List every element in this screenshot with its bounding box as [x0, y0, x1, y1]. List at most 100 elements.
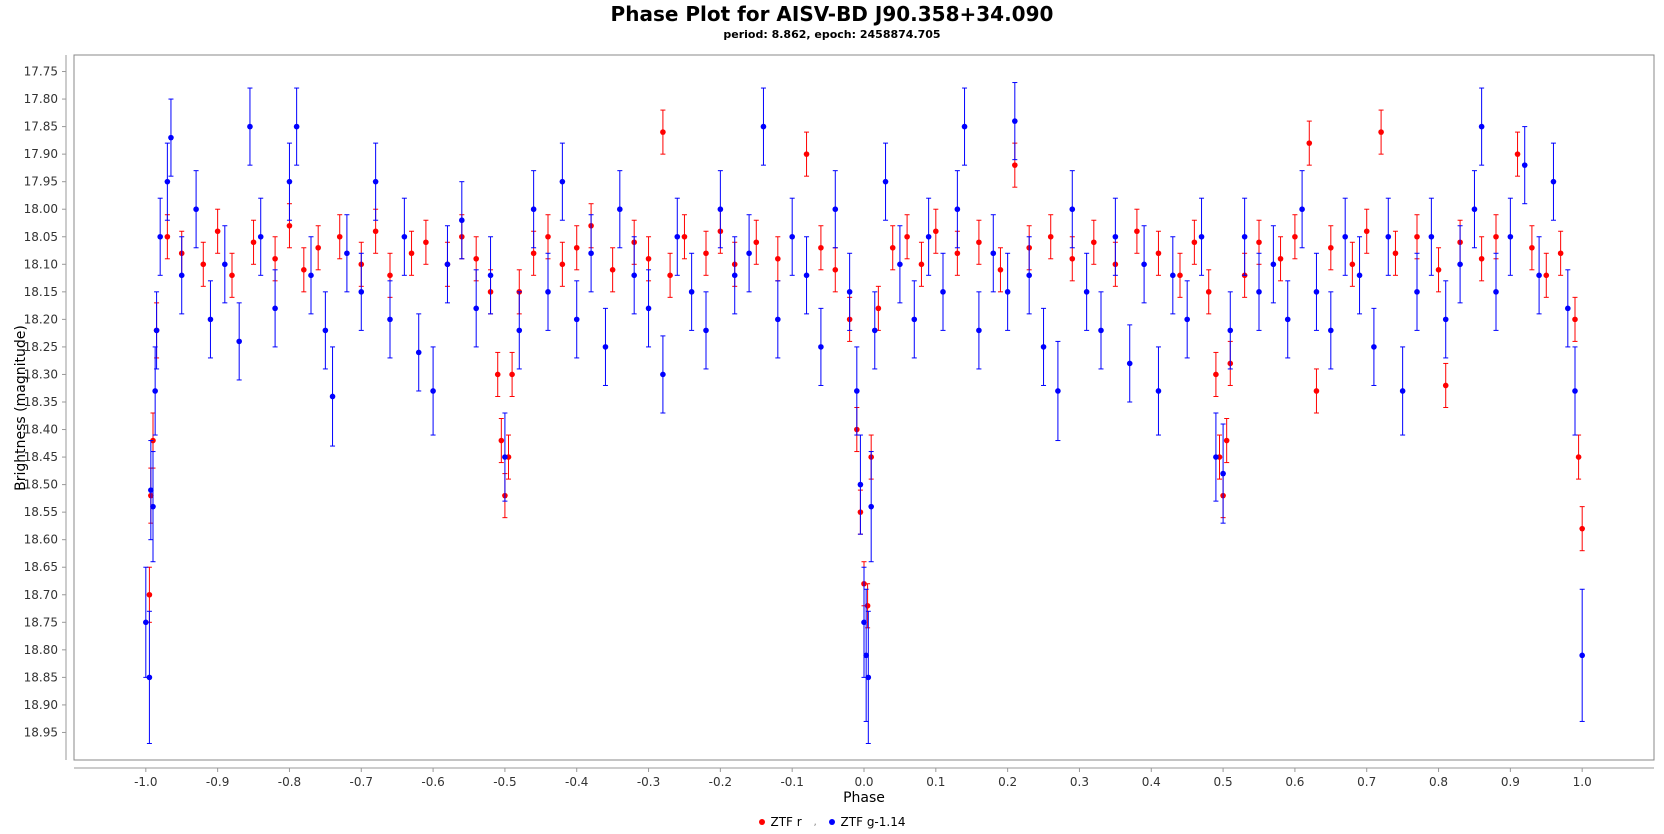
y-tick-label: 18.25 [24, 340, 58, 354]
y-tick-label: 18.35 [24, 395, 58, 409]
data-point [1205, 289, 1212, 295]
data-point [1572, 388, 1578, 394]
data-point [818, 344, 824, 350]
data-point [146, 591, 153, 598]
data-point [925, 233, 932, 240]
data-point [530, 250, 537, 257]
data-point [1529, 244, 1535, 251]
y-axis-label: Brightness (magnitude) [13, 325, 29, 491]
data-point [1299, 206, 1305, 213]
data-point [1069, 255, 1076, 262]
data-point [1313, 388, 1320, 394]
data-point [236, 338, 242, 345]
y-tick-label: 18.70 [24, 588, 58, 602]
data-point [1091, 239, 1097, 246]
data-point [609, 267, 616, 273]
y-tick-label: 18.45 [24, 450, 58, 464]
x-tick-label: 0.1 [926, 775, 945, 789]
chart-subtitle: period: 8.862, epoch: 2458874.705 [723, 28, 941, 41]
data-point [717, 206, 724, 213]
y-tick-label: 18.60 [24, 533, 58, 547]
y-tick-label: 18.40 [24, 423, 58, 437]
y-tick-label: 18.75 [24, 615, 58, 629]
data-point [1392, 250, 1399, 257]
data-point [1112, 233, 1119, 240]
data-point [415, 349, 422, 356]
data-point [1514, 151, 1521, 157]
legend-separator-icon: ‚ [813, 817, 817, 828]
data-point [954, 206, 961, 213]
data-point [846, 289, 853, 295]
data-point [178, 272, 185, 279]
data-point [1241, 233, 1248, 240]
data-point [1575, 454, 1582, 460]
data-point [257, 233, 264, 240]
x-tick-label: -0.4 [565, 775, 588, 789]
data-point [293, 123, 300, 130]
x-tick-label: 0.0 [854, 775, 873, 789]
data-point [1385, 233, 1392, 240]
data-point [494, 371, 501, 378]
data-point [164, 233, 171, 240]
phase-plot: 17.75 17.80 17.85 17.90 17.95 18.00 18.05 18.10… [13, 54, 1655, 806]
data-point [358, 289, 365, 295]
data-point [871, 327, 878, 334]
data-point [1442, 382, 1449, 389]
data-point [401, 233, 408, 240]
data-point [272, 305, 278, 312]
x-axis-label: Phase [843, 790, 885, 806]
data-point [1572, 316, 1578, 323]
x-tick-label: 0.8 [1429, 775, 1448, 789]
data-point [1349, 261, 1356, 268]
legend-item-ztf-g: ZTF g-1.14 [828, 815, 905, 829]
data-point [573, 244, 580, 251]
x-tick-label: 0.5 [1214, 775, 1233, 789]
data-point [1004, 289, 1011, 295]
data-point [207, 316, 214, 323]
data-point [1579, 652, 1585, 659]
data-point [1543, 272, 1550, 279]
data-point [1126, 360, 1133, 367]
data-point [1342, 233, 1348, 240]
data-point [1227, 327, 1234, 334]
data-point [703, 327, 709, 334]
y-tick-label: 17.90 [24, 147, 58, 161]
data-point [545, 289, 551, 295]
data-point [961, 123, 968, 130]
data-point [322, 327, 329, 334]
data-point [1457, 261, 1463, 268]
legend-item-ztf-r: ZTF r [758, 815, 802, 829]
data-point [897, 261, 903, 268]
y-tick-label: 18.65 [24, 560, 58, 574]
series-layer [143, 82, 1585, 744]
data-point [1414, 233, 1420, 240]
data-point [1478, 255, 1485, 262]
data-point [1223, 437, 1230, 444]
data-point [143, 619, 149, 626]
data-point [857, 481, 864, 488]
x-tick-label: -0.3 [637, 775, 660, 789]
data-point [1442, 316, 1449, 323]
data-point [1191, 239, 1198, 246]
data-point [667, 272, 673, 279]
data-point [473, 305, 479, 312]
data-point [1306, 140, 1313, 146]
data-point [250, 239, 257, 246]
data-point [911, 316, 918, 323]
data-point [674, 233, 681, 240]
data-point [1026, 272, 1032, 279]
data-point [423, 239, 429, 246]
data-point [889, 244, 896, 251]
data-point [1047, 233, 1054, 240]
data-point [329, 393, 336, 400]
data-point [200, 261, 207, 268]
x-tick-label: -1.0 [134, 775, 157, 789]
y-tick-label: 18.00 [24, 202, 58, 216]
data-point [1557, 250, 1564, 257]
x-tick-label: 0.7 [1357, 775, 1376, 789]
x-tick-label: 0.2 [998, 775, 1017, 789]
data-point [1012, 162, 1018, 168]
data-point [559, 261, 566, 268]
data-point [803, 151, 810, 157]
data-point [308, 272, 314, 279]
